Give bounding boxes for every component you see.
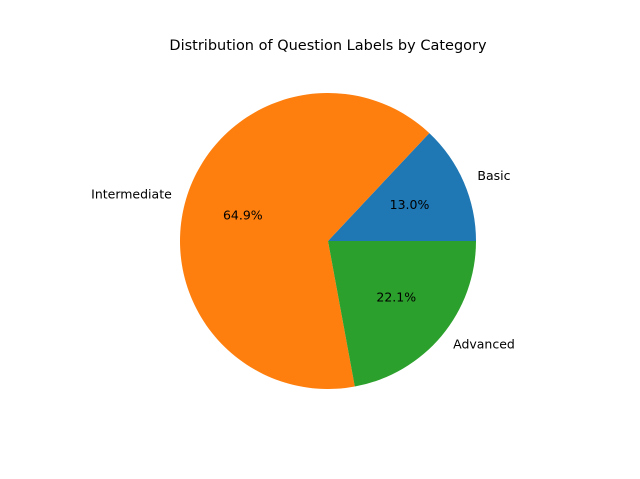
chart-title: Distribution of Question Labels by Categ… [169,38,487,54]
slice-label-intermediate: Intermediate [91,187,172,202]
pie-labels: Basic 13.0% Intermediate 64.9% Advanced 22.1% [91,168,515,352]
percent-label-intermediate: 64.9% [223,207,263,222]
pie-slice-advanced [328,241,476,387]
pie-slices [180,93,476,390]
slice-label-basic: Basic [477,168,510,183]
percent-label-advanced: 22.1% [376,289,416,304]
pie-slice-intermediate [180,93,430,390]
slice-label-advanced: Advanced [453,337,515,352]
pie-slice-basic [328,133,476,241]
percent-label-basic: 13.0% [390,197,430,212]
